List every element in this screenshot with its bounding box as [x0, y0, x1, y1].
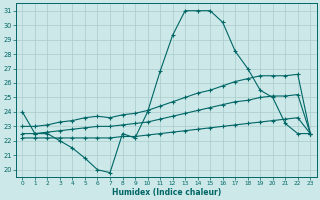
X-axis label: Humidex (Indice chaleur): Humidex (Indice chaleur): [112, 188, 221, 197]
